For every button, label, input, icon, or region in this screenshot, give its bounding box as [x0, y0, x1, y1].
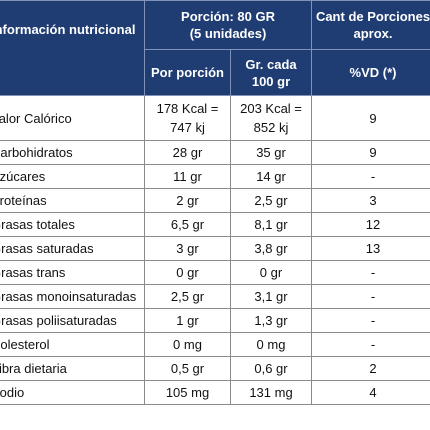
per-100g-value: 131 mg: [229, 380, 313, 405]
table-row: Proteínas 2 gr 2,5 gr 3: [0, 188, 430, 213]
daily-value: -: [311, 332, 430, 357]
header-row-bottom: Por porción Gr. cada 100 gr %VD (*): [0, 49, 430, 96]
portion-size-text: Porción: 80 GR: [181, 9, 275, 24]
per-100g-value: 35 gr: [229, 140, 313, 165]
servings-header: Cant de Porciones aprox.: [311, 0, 430, 50]
table-row: Grasas monoinsaturadas 2,5 gr 3,1 gr -: [0, 284, 430, 309]
per-portion-value: 2,5 gr: [144, 284, 231, 309]
table-row: Grasas saturadas 3 gr 3,8 gr 13: [0, 236, 430, 261]
per-portion-value: 0 gr: [144, 260, 231, 285]
nutrient-label: Sodio: [0, 380, 145, 405]
table-row: Grasas trans 0 gr 0 gr -: [0, 260, 430, 285]
nutrient-label: Carbohidratos: [0, 140, 145, 165]
table-row: Carbohidratos 28 gr 35 gr 9: [0, 140, 430, 165]
per-100g-value: 0 mg: [229, 332, 313, 357]
per-portion-value: 0,5 gr: [144, 356, 231, 381]
per-portion-value: 2 gr: [144, 188, 231, 213]
per-100g-value: 14 gr: [229, 164, 313, 189]
table-title: Información nutricional: [0, 0, 145, 96]
per-100g-value: 203 Kcal = 852 kj: [229, 95, 313, 141]
daily-value: 3: [311, 188, 430, 213]
kcal-100g-line2: 852 kj: [253, 120, 289, 135]
daily-value: -: [311, 164, 430, 189]
per-100g-value: 8,1 gr: [229, 212, 313, 237]
per-100g-value: 3,1 gr: [229, 284, 313, 309]
table-row: Colesterol 0 mg 0 mg -: [0, 332, 430, 357]
per-portion-value: 105 mg: [144, 380, 231, 405]
servings-approx-text: aprox.: [353, 26, 393, 41]
portion-units-text: (5 unidades): [189, 26, 267, 41]
daily-value: 12: [311, 212, 430, 237]
kcal-100g-line1: 203 Kcal =: [240, 101, 302, 116]
daily-value: -: [311, 260, 430, 285]
per-100g-line2: 100 gr: [251, 73, 291, 89]
nutrient-label: Grasas trans: [0, 260, 145, 285]
per-portion-value: 178 Kcal = 747 kj: [144, 95, 231, 141]
daily-value: -: [311, 308, 430, 333]
nutrient-label: Grasas saturadas: [0, 236, 145, 261]
per-portion-value: 11 gr: [144, 164, 231, 189]
per-portion-header: Por porción: [144, 49, 231, 96]
per-100g-value: 3,8 gr: [229, 236, 313, 261]
daily-value: 2: [311, 356, 430, 381]
header-row-top: Información nutricional Porción: 80 GR (…: [0, 0, 430, 96]
per-100g-header: Gr. cada 100 gr: [229, 49, 313, 96]
nutrient-label: Grasas totales: [0, 212, 145, 237]
per-portion-value: 1 gr: [144, 308, 231, 333]
per-portion-value: 6,5 gr: [144, 212, 231, 237]
nutrient-label: Colesterol: [0, 332, 145, 357]
daily-value: 13: [311, 236, 430, 261]
per-100g-value: 2,5 gr: [229, 188, 313, 213]
per-portion-value: 3 gr: [144, 236, 231, 261]
per-100g-value: 1,3 gr: [229, 308, 313, 333]
daily-value: 9: [311, 140, 430, 165]
table-row: Grasas poliisaturadas 1 gr 1,3 gr -: [0, 308, 430, 333]
daily-value: 9: [311, 95, 430, 141]
nutrient-label: Fibra dietaria: [0, 356, 145, 381]
nutrient-label: Valor Calórico: [0, 95, 145, 141]
table-row: Sodio 105 mg 131 mg 4: [0, 380, 430, 405]
daily-value-header: %VD (*): [311, 49, 430, 96]
kcal-portion-line1: 178 Kcal =: [156, 101, 219, 116]
per-100g-value: 0,6 gr: [229, 356, 313, 381]
per-100g-line1: Gr. cada: [245, 56, 297, 72]
table-row: Fibra dietaria 0,5 gr 0,6 gr 2: [0, 356, 430, 381]
servings-text: Cant de Porciones: [315, 9, 430, 24]
kcal-portion-line2: 747 kj: [170, 120, 205, 135]
per-portion-value: 28 gr: [144, 140, 231, 165]
daily-value: -: [311, 284, 430, 309]
per-100g-value: 0 gr: [229, 260, 313, 285]
nutrient-label: Grasas poliisaturadas: [0, 308, 145, 333]
daily-value: 4: [311, 380, 430, 405]
nutrient-label: Azúcares: [0, 164, 145, 189]
portion-size-header: Porción: 80 GR (5 unidades): [143, 0, 313, 50]
nutrient-label: Proteínas: [0, 188, 145, 213]
table-row: Grasas totales 6,5 gr 8,1 gr 12: [0, 212, 430, 237]
nutrition-facts-table: Información nutricional Porción: 80 GR (…: [0, 0, 430, 405]
nutrient-label: Grasas monoinsaturadas: [0, 284, 145, 309]
per-portion-value: 0 mg: [144, 332, 231, 357]
table-row: Valor Calórico 178 Kcal = 747 kj 203 Kca…: [0, 95, 430, 141]
table-row: Azúcares 11 gr 14 gr -: [0, 164, 430, 189]
